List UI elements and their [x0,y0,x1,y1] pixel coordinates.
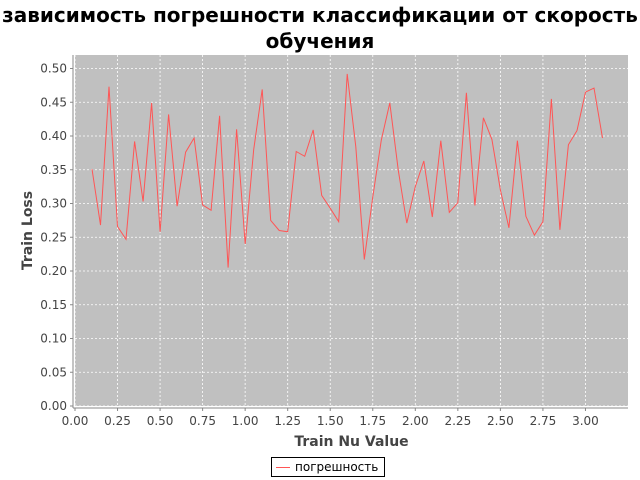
legend: погрешность [271,457,386,477]
y-tick-label: 0.05 [40,365,67,379]
x-axis-label: Train Nu Value [294,434,408,450]
axes [72,55,628,409]
y-tick-label: 0.20 [40,264,67,278]
y-tick-label: 0.25 [40,230,67,244]
x-tick-label: 2.25 [444,414,471,428]
legend-swatch [276,466,290,468]
chart-title: зависимость погрешности классификации от… [2,3,638,53]
grid-lines [74,55,628,407]
y-tick-label: 0.35 [40,163,67,177]
y-tick-label: 0.15 [40,298,67,312]
y-tick-label: 0.10 [40,332,67,346]
x-tick-label: 2.00 [402,414,429,428]
series-group [91,73,603,268]
y-tick-label: 0.40 [40,129,67,143]
y-tick-label: 0.00 [40,399,67,413]
x-tick-label: 0.50 [147,414,174,428]
x-tick-label: 2.75 [530,414,557,428]
x-tick-label: 1.25 [274,414,301,428]
y-axis-ticks: 0.00 0.05 0.10 0.15 0.20 0.25 0.30 0.35 0.40 0.45… [40,62,73,413]
y-tick-label: 0.30 [40,197,67,211]
series-line-0 [91,73,603,268]
x-tick-label: 1.75 [359,414,386,428]
x-tick-label: 0.25 [104,414,131,428]
x-tick-label: 1.50 [317,414,344,428]
y-tick-label: 0.50 [40,62,67,76]
x-tick-label: 3.00 [572,414,599,428]
x-tick-label: 1.00 [232,414,259,428]
legend-label: погрешность [295,460,379,474]
x-tick-label: 0.00 [62,414,89,428]
y-axis-label: Train Loss [20,191,36,270]
x-tick-label: 2.50 [487,414,514,428]
x-tick-label: 0.75 [189,414,216,428]
x-axis-ticks: 0.00 0.25 0.50 0.75 1.00 1.25 1.50 1.75 2.00 2.25… [62,408,599,428]
y-tick-label: 0.45 [40,95,67,109]
